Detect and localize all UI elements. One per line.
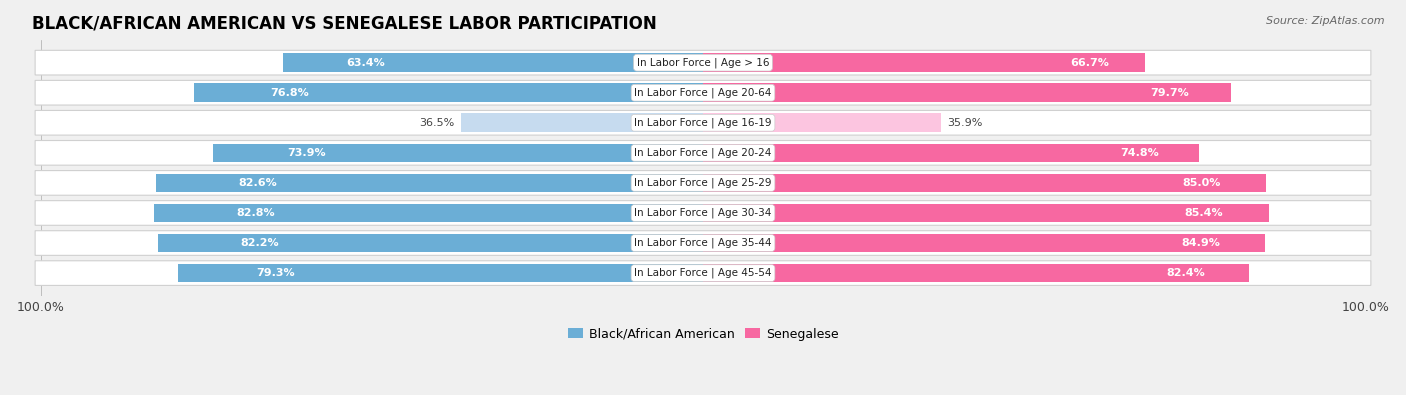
- Text: Source: ZipAtlas.com: Source: ZipAtlas.com: [1267, 16, 1385, 26]
- Text: 79.3%: 79.3%: [256, 268, 295, 278]
- Text: 36.5%: 36.5%: [419, 118, 454, 128]
- FancyBboxPatch shape: [35, 141, 1371, 165]
- FancyBboxPatch shape: [35, 81, 1371, 105]
- Bar: [703, 264, 1249, 282]
- Text: 82.4%: 82.4%: [1167, 268, 1205, 278]
- Bar: [283, 53, 703, 72]
- Text: 79.7%: 79.7%: [1150, 88, 1188, 98]
- Text: 74.8%: 74.8%: [1121, 148, 1159, 158]
- Bar: [703, 143, 1198, 162]
- Bar: [461, 113, 703, 132]
- Text: 85.4%: 85.4%: [1185, 208, 1223, 218]
- Text: 73.9%: 73.9%: [287, 148, 326, 158]
- Bar: [703, 234, 1265, 252]
- Bar: [214, 143, 703, 162]
- Text: In Labor Force | Age 20-64: In Labor Force | Age 20-64: [634, 87, 772, 98]
- Text: 66.7%: 66.7%: [1070, 58, 1109, 68]
- Text: In Labor Force | Age 16-19: In Labor Force | Age 16-19: [634, 118, 772, 128]
- Bar: [177, 264, 703, 282]
- Bar: [703, 204, 1268, 222]
- Text: 76.8%: 76.8%: [270, 88, 309, 98]
- FancyBboxPatch shape: [35, 111, 1371, 135]
- Text: In Labor Force | Age 45-54: In Labor Force | Age 45-54: [634, 268, 772, 278]
- FancyBboxPatch shape: [35, 50, 1371, 75]
- Bar: [155, 204, 703, 222]
- Text: In Labor Force | Age > 16: In Labor Force | Age > 16: [637, 57, 769, 68]
- FancyBboxPatch shape: [35, 171, 1371, 195]
- Bar: [156, 173, 703, 192]
- FancyBboxPatch shape: [35, 201, 1371, 225]
- Text: BLACK/AFRICAN AMERICAN VS SENEGALESE LABOR PARTICIPATION: BLACK/AFRICAN AMERICAN VS SENEGALESE LAB…: [32, 15, 657, 33]
- Bar: [703, 83, 1232, 102]
- Bar: [159, 234, 703, 252]
- Text: 82.8%: 82.8%: [236, 208, 276, 218]
- Text: 82.6%: 82.6%: [238, 178, 277, 188]
- FancyBboxPatch shape: [35, 261, 1371, 286]
- Text: 63.4%: 63.4%: [346, 58, 385, 68]
- Text: In Labor Force | Age 35-44: In Labor Force | Age 35-44: [634, 238, 772, 248]
- FancyBboxPatch shape: [35, 231, 1371, 255]
- Bar: [703, 53, 1144, 72]
- Bar: [703, 113, 941, 132]
- Text: In Labor Force | Age 20-24: In Labor Force | Age 20-24: [634, 148, 772, 158]
- Legend: Black/African American, Senegalese: Black/African American, Senegalese: [562, 323, 844, 346]
- Text: 84.9%: 84.9%: [1181, 238, 1220, 248]
- Text: 85.0%: 85.0%: [1182, 178, 1220, 188]
- Text: In Labor Force | Age 25-29: In Labor Force | Age 25-29: [634, 178, 772, 188]
- Text: In Labor Force | Age 30-34: In Labor Force | Age 30-34: [634, 208, 772, 218]
- Text: 35.9%: 35.9%: [948, 118, 983, 128]
- Bar: [194, 83, 703, 102]
- Bar: [703, 173, 1265, 192]
- Text: 82.2%: 82.2%: [240, 238, 278, 248]
